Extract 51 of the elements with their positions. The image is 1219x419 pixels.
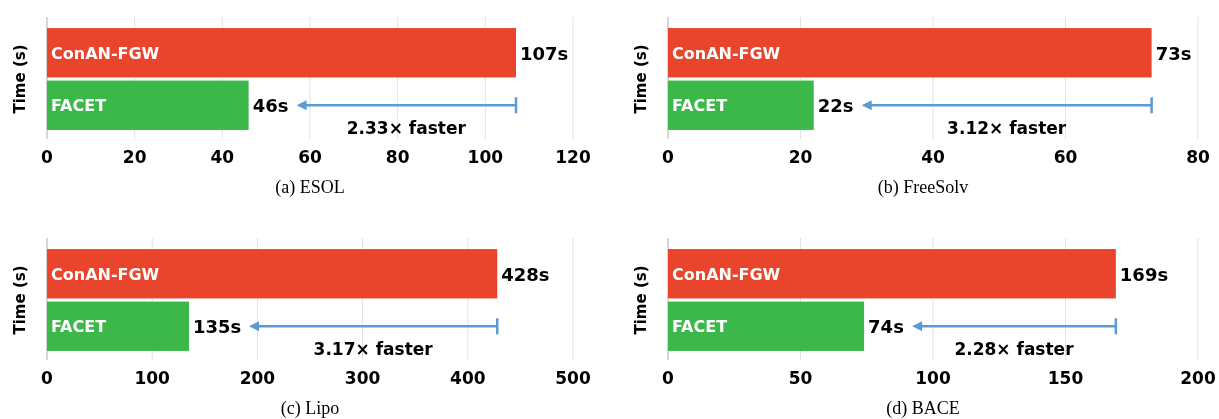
data-label: 74s xyxy=(868,316,904,338)
x-tick-label: 20 xyxy=(122,147,147,167)
x-tick-label: 40 xyxy=(921,147,945,167)
x-tick-label: 0 xyxy=(41,368,54,388)
data-label: 169s xyxy=(1119,263,1169,285)
y-tick-label: FACET xyxy=(51,96,107,116)
x-tick-label: 0 xyxy=(41,147,54,167)
y-tick-label: FACET xyxy=(672,317,728,337)
text: (d) BACE xyxy=(886,398,960,419)
x-tick-label: 150 xyxy=(1047,368,1084,388)
data-label: 22s xyxy=(817,95,854,117)
data-label: 135s xyxy=(193,316,242,338)
x-tick-label: 200 xyxy=(239,368,276,388)
text: (a) ESOL xyxy=(275,177,345,198)
y-tick-label: ConAN-FGW xyxy=(51,264,160,284)
y-tick-label: ConAN-FGW xyxy=(672,264,781,284)
x-tick-label: 20 xyxy=(788,147,813,167)
x-tick-label: 300 xyxy=(344,368,381,388)
annotation: 3.17× faster xyxy=(313,338,434,359)
data-label: 46s xyxy=(252,95,289,117)
x-tick-label: 100 xyxy=(467,147,504,167)
y-tick-label: ConAN-FGW xyxy=(51,43,160,63)
data-label: 73s xyxy=(1155,42,1192,64)
x-tick-label: 500 xyxy=(555,368,591,388)
annotation: 3.12× faster xyxy=(947,117,1067,138)
x-tick-label: 80 xyxy=(385,147,410,167)
x-tick-label: 0 xyxy=(662,147,675,167)
x-tick-label: 200 xyxy=(1180,368,1216,388)
x-tick-label: 60 xyxy=(298,147,322,167)
y-axis-title: Time (s) xyxy=(11,44,29,114)
annotation: 2.28× faster xyxy=(954,338,1075,359)
x-tick-label: 50 xyxy=(788,368,813,388)
x-tick-label: 100 xyxy=(134,368,171,388)
data-label: 428s xyxy=(501,263,550,285)
data-label: 107s xyxy=(520,42,569,64)
y-tick-label: FACET xyxy=(672,96,728,116)
y-tick-label: FACET xyxy=(51,317,107,337)
x-tick-label: 400 xyxy=(450,368,486,388)
x-tick-label: 40 xyxy=(210,147,235,167)
y-axis-title: Time (s) xyxy=(11,265,29,335)
text: (b) FreeSolv xyxy=(877,177,969,198)
y-tick-label: ConAN-FGW xyxy=(672,43,781,63)
x-tick-label: 0 xyxy=(662,368,675,388)
x-tick-label: 60 xyxy=(1053,147,1078,167)
x-tick-label: 100 xyxy=(915,368,951,388)
text: (c) Lipo xyxy=(280,398,340,419)
x-tick-label: 80 xyxy=(1186,147,1210,167)
y-axis-title: Time (s) xyxy=(632,265,650,335)
x-tick-label: 120 xyxy=(555,147,591,167)
annotation: 2.33× faster xyxy=(346,117,467,138)
y-axis-title: Time (s) xyxy=(632,44,650,114)
